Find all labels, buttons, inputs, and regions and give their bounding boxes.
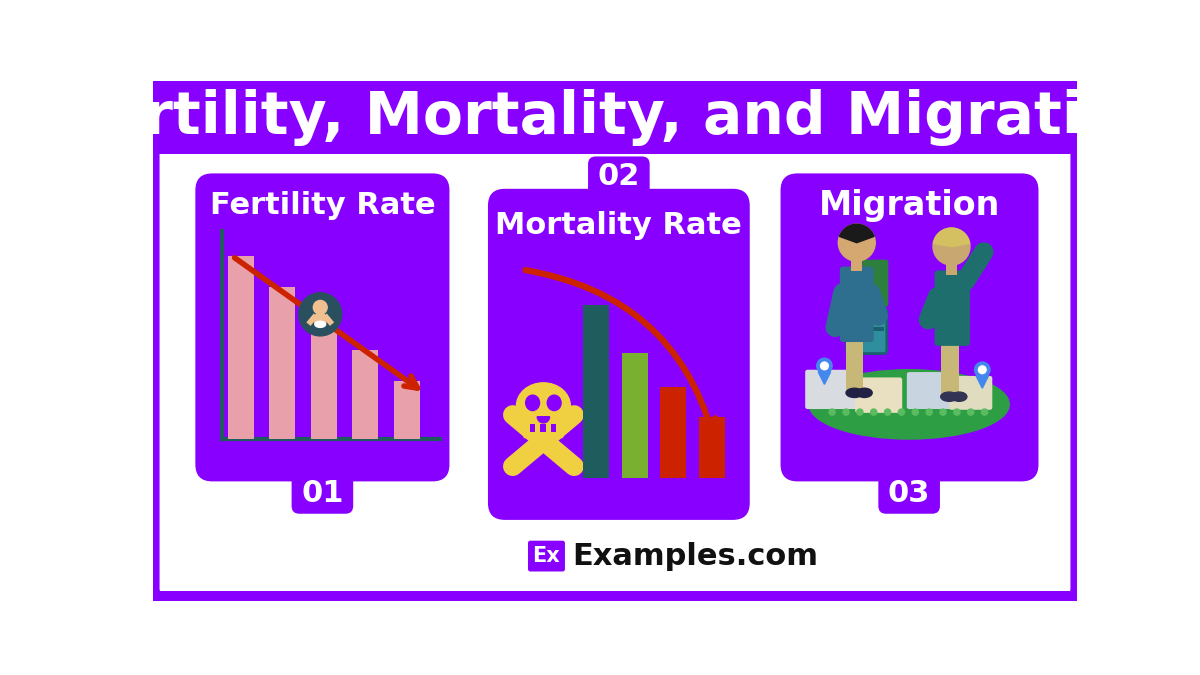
Text: Fertility, Mortality, and Migration: Fertility, Mortality, and Migration <box>67 88 1163 146</box>
Bar <box>311 321 337 439</box>
Circle shape <box>839 224 875 261</box>
Circle shape <box>566 407 582 423</box>
Polygon shape <box>976 376 989 388</box>
Circle shape <box>967 409 974 415</box>
Text: Ex: Ex <box>533 546 560 566</box>
Ellipse shape <box>846 388 863 398</box>
Circle shape <box>821 362 828 370</box>
Ellipse shape <box>526 395 540 410</box>
Circle shape <box>912 409 918 415</box>
FancyBboxPatch shape <box>907 372 958 409</box>
FancyBboxPatch shape <box>292 474 353 514</box>
FancyBboxPatch shape <box>856 377 902 413</box>
FancyBboxPatch shape <box>588 157 649 196</box>
Bar <box>551 425 557 432</box>
Ellipse shape <box>516 383 570 429</box>
Circle shape <box>974 362 990 377</box>
Bar <box>269 288 295 439</box>
Circle shape <box>829 409 835 415</box>
Bar <box>946 258 956 275</box>
Polygon shape <box>818 372 830 384</box>
Circle shape <box>899 409 905 415</box>
Ellipse shape <box>857 388 872 398</box>
Ellipse shape <box>941 392 958 402</box>
FancyBboxPatch shape <box>488 189 750 520</box>
FancyBboxPatch shape <box>935 271 970 346</box>
FancyBboxPatch shape <box>805 370 860 409</box>
Bar <box>353 350 378 439</box>
Circle shape <box>926 409 932 415</box>
Text: Migration: Migration <box>818 189 1000 222</box>
Circle shape <box>566 458 582 474</box>
Circle shape <box>884 409 890 415</box>
Circle shape <box>505 458 521 474</box>
Text: 03: 03 <box>888 479 930 508</box>
FancyBboxPatch shape <box>154 591 1078 601</box>
Bar <box>622 352 648 477</box>
Circle shape <box>978 366 986 373</box>
Circle shape <box>954 409 960 415</box>
Bar <box>529 425 535 432</box>
Circle shape <box>934 228 970 265</box>
FancyBboxPatch shape <box>528 541 565 572</box>
FancyBboxPatch shape <box>780 173 1038 481</box>
FancyBboxPatch shape <box>862 260 888 306</box>
Bar <box>851 254 862 271</box>
FancyBboxPatch shape <box>196 173 450 481</box>
Wedge shape <box>840 224 874 243</box>
FancyBboxPatch shape <box>847 309 887 354</box>
Text: Examples.com: Examples.com <box>572 541 818 570</box>
Ellipse shape <box>314 313 326 327</box>
Circle shape <box>982 409 988 415</box>
Bar <box>846 339 863 392</box>
Bar <box>698 417 725 477</box>
Bar <box>660 387 686 477</box>
Ellipse shape <box>809 370 1009 439</box>
Text: 02: 02 <box>598 162 640 191</box>
FancyBboxPatch shape <box>154 81 1078 154</box>
Bar <box>850 327 883 331</box>
Circle shape <box>313 300 328 315</box>
Bar <box>540 425 546 432</box>
Circle shape <box>505 407 521 423</box>
Circle shape <box>871 409 877 415</box>
Circle shape <box>940 409 946 415</box>
Wedge shape <box>934 228 970 246</box>
Text: Mortality Rate: Mortality Rate <box>496 211 743 240</box>
Circle shape <box>817 358 832 373</box>
Text: Fertility Rate: Fertility Rate <box>210 191 436 220</box>
Ellipse shape <box>314 321 325 327</box>
FancyBboxPatch shape <box>878 474 940 514</box>
Circle shape <box>299 293 342 336</box>
Bar <box>583 305 610 477</box>
Bar <box>941 343 959 395</box>
Circle shape <box>842 409 850 415</box>
FancyBboxPatch shape <box>840 267 874 342</box>
FancyBboxPatch shape <box>949 376 992 410</box>
Ellipse shape <box>547 395 562 410</box>
Bar <box>394 381 420 439</box>
Text: 01: 01 <box>301 479 343 508</box>
Wedge shape <box>538 416 550 423</box>
Circle shape <box>857 409 863 415</box>
FancyBboxPatch shape <box>523 421 564 438</box>
Ellipse shape <box>952 392 967 402</box>
Bar <box>228 256 253 439</box>
